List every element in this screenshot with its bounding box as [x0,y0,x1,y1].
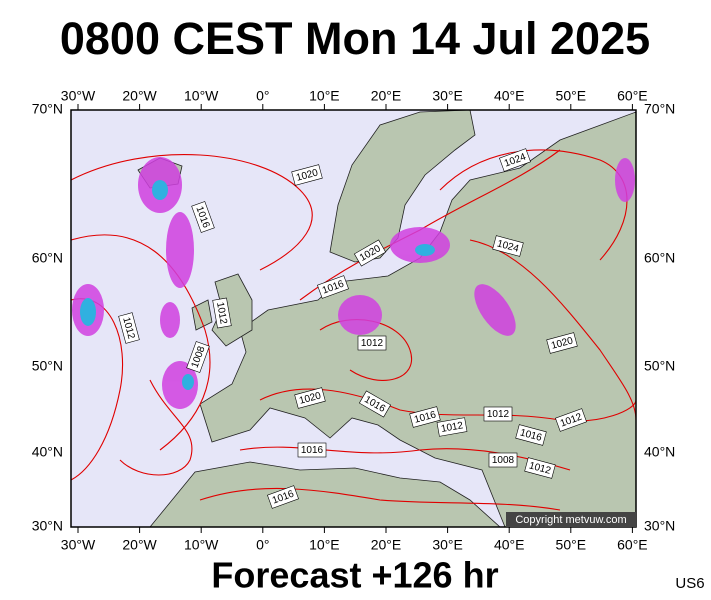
isobar-label-box [483,406,513,422]
isobar-label-box [212,297,232,329]
top-lon-label: 10°E [309,88,340,104]
right-lat-label: 60°N [644,250,675,266]
isobar-label: 1020 [294,387,326,409]
bottom-lon-label: 10°W [184,537,219,553]
bottom-lon-label: 0° [256,537,269,553]
isobar-label: 1016 [191,201,215,233]
precipitation-heavy [80,180,435,390]
left-lat-label: 30°N [32,518,63,534]
top-lon-label: 20°W [122,88,157,104]
isobar-label-box [488,452,518,468]
isobar-label-box [267,485,299,509]
isobar-label-box [492,235,524,257]
isobar-label-box [291,164,323,186]
copyright-box [506,512,636,527]
right-lat-label: 70°N [644,101,675,117]
left-lat-label: 50°N [32,358,63,374]
isobar-label-box [353,239,387,267]
map-frame [70,109,637,528]
isobar-label: 1012 [524,457,556,479]
bottom-lon-label: 20°E [371,537,402,553]
isobar-label: 1016 [409,406,441,428]
isobar-label: 1008 [186,341,210,373]
axis-labels: 30°W 20°W 10°W 0° 10°E 20°E 30°E 40°E 50°E 60°E 30… [32,88,676,553]
isobar-label: 1016 [267,485,299,509]
top-lon-label: 30°E [432,88,463,104]
isobar-label: 1012 [118,312,140,344]
isobar-label-box [436,417,468,437]
isobar-label: 1020 [291,164,323,186]
isobar-value: 1012 [214,301,229,325]
isobar-label-box [118,312,140,344]
map-area: 1020101610121012100810201016101210241024… [71,110,636,527]
isobar-label-box [499,148,531,172]
isobar-label-box [297,442,327,458]
isobar-labels: 1020101610121012100810201016101210241024… [118,148,587,509]
top-lon-label: 10°W [184,88,219,104]
isobar-value: 1008 [492,455,515,466]
bottom-lon-label: 10°E [309,537,340,553]
bottom-lon-label: 50°E [556,537,587,553]
isobar-label-box [358,390,392,418]
isobar-label: 1020 [546,332,578,354]
bottom-lon-label: 60°E [617,537,648,553]
isobar-label-box [317,275,349,299]
run-code: US6 [675,575,704,592]
top-lon-label: 60°E [617,88,648,104]
left-lat-label: 70°N [32,101,63,117]
isobar-label: 1024 [499,148,531,172]
isobar-label-box [294,387,326,409]
right-lat-label: 30°N [644,518,675,534]
copyright: Copyright metvuw.com [515,514,626,526]
top-lon-label: 40°E [494,88,525,104]
isobar-value: 1012 [440,420,464,435]
isobar-value: 1012 [487,409,510,420]
bottom-lon-label: 40°E [494,537,525,553]
left-lat-label: 40°N [32,444,63,460]
isobar-label: 1016 [317,275,349,299]
top-lon-label: 20°E [371,88,402,104]
right-lat-label: 40°N [644,444,675,460]
forecast-label: Forecast +126 hr [211,555,498,596]
isobar-label-box [524,457,556,479]
bottom-lon-label: 30°E [432,537,463,553]
isobar-label-box [546,332,578,354]
isobar-value: 1012 [361,338,384,349]
isobar-label: 1012 [483,406,513,422]
bottom-lon-label: 30°W [61,537,96,553]
isobar-label: 1012 [555,408,587,432]
isobar-label-box [515,424,547,446]
top-lon-label: 50°E [556,88,587,104]
isobar-label: 1016 [515,424,547,446]
bottom-lon-label: 20°W [122,537,157,553]
left-lat-label: 60°N [32,250,63,266]
isobar-label: 1024 [492,235,524,257]
isobar-label-box [409,406,441,428]
top-lon-label: 30°W [61,88,96,104]
isobar-value: 1016 [301,445,324,456]
isobar-label: 1012 [357,335,387,351]
isobar-label: 1012 [436,417,468,437]
isobar-label: 1008 [488,452,518,468]
isobar-label-box [555,408,587,432]
isobar-label-box [191,201,215,233]
isobar-label-box [357,335,387,351]
isobar-label: 1012 [212,297,232,329]
top-lon-label: 0° [256,88,269,104]
title: 0800 CEST Mon 14 Jul 2025 [60,13,650,64]
isobar-label: 1016 [297,442,327,458]
right-lat-label: 50°N [644,358,675,374]
isobar-label-box [186,341,210,373]
